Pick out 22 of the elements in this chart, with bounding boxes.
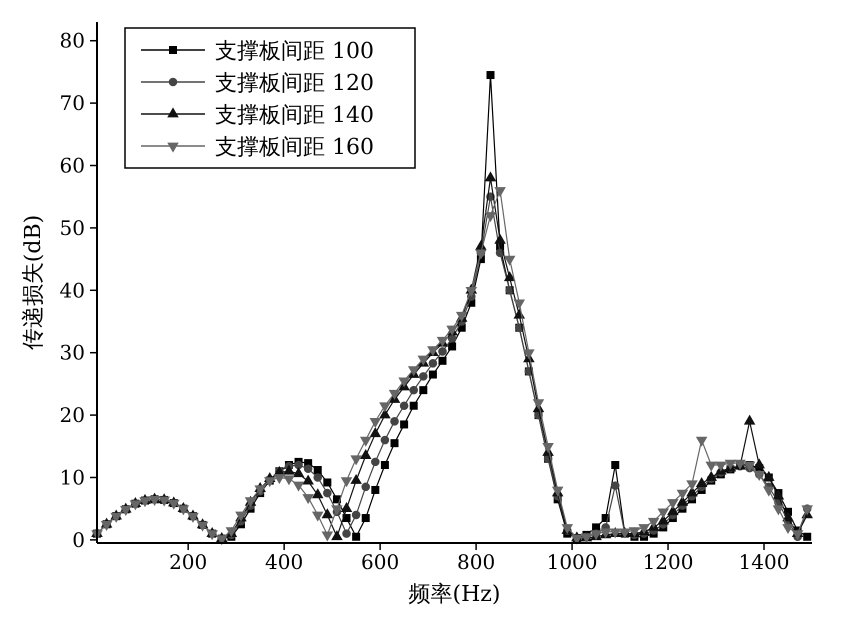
- y-tick-label: 30: [60, 340, 85, 365]
- legend-label: 支撑板间距 120: [215, 71, 374, 96]
- y-tick-label: 0: [72, 528, 85, 552]
- x-tick-label: 1200: [642, 550, 694, 574]
- x-tick-label: 1000: [546, 550, 598, 574]
- x-tick-label: 1400: [738, 550, 790, 574]
- y-tick-label: 50: [60, 216, 85, 240]
- y-tick-label: 70: [60, 91, 85, 116]
- y-tick-label: 60: [60, 154, 85, 178]
- y-tick-label: 80: [60, 28, 85, 53]
- y-tick-label: 10: [60, 465, 85, 490]
- x-axis-title: 频率(Hz): [408, 582, 500, 607]
- x-tick-label: 400: [265, 550, 304, 574]
- y-tick-label: 40: [60, 278, 85, 302]
- x-tick-label: 600: [361, 550, 400, 574]
- legend-label: 支撑板间距 100: [215, 39, 374, 64]
- y-axis-title: 传递损失(dB): [21, 214, 46, 350]
- x-tick-label: 200: [169, 550, 208, 574]
- x-tick-label: 800: [457, 550, 496, 574]
- y-tick-label: 20: [60, 403, 85, 428]
- legend-label: 支撑板间距 140: [215, 103, 374, 128]
- legend-label: 支撑板间距 160: [215, 135, 374, 160]
